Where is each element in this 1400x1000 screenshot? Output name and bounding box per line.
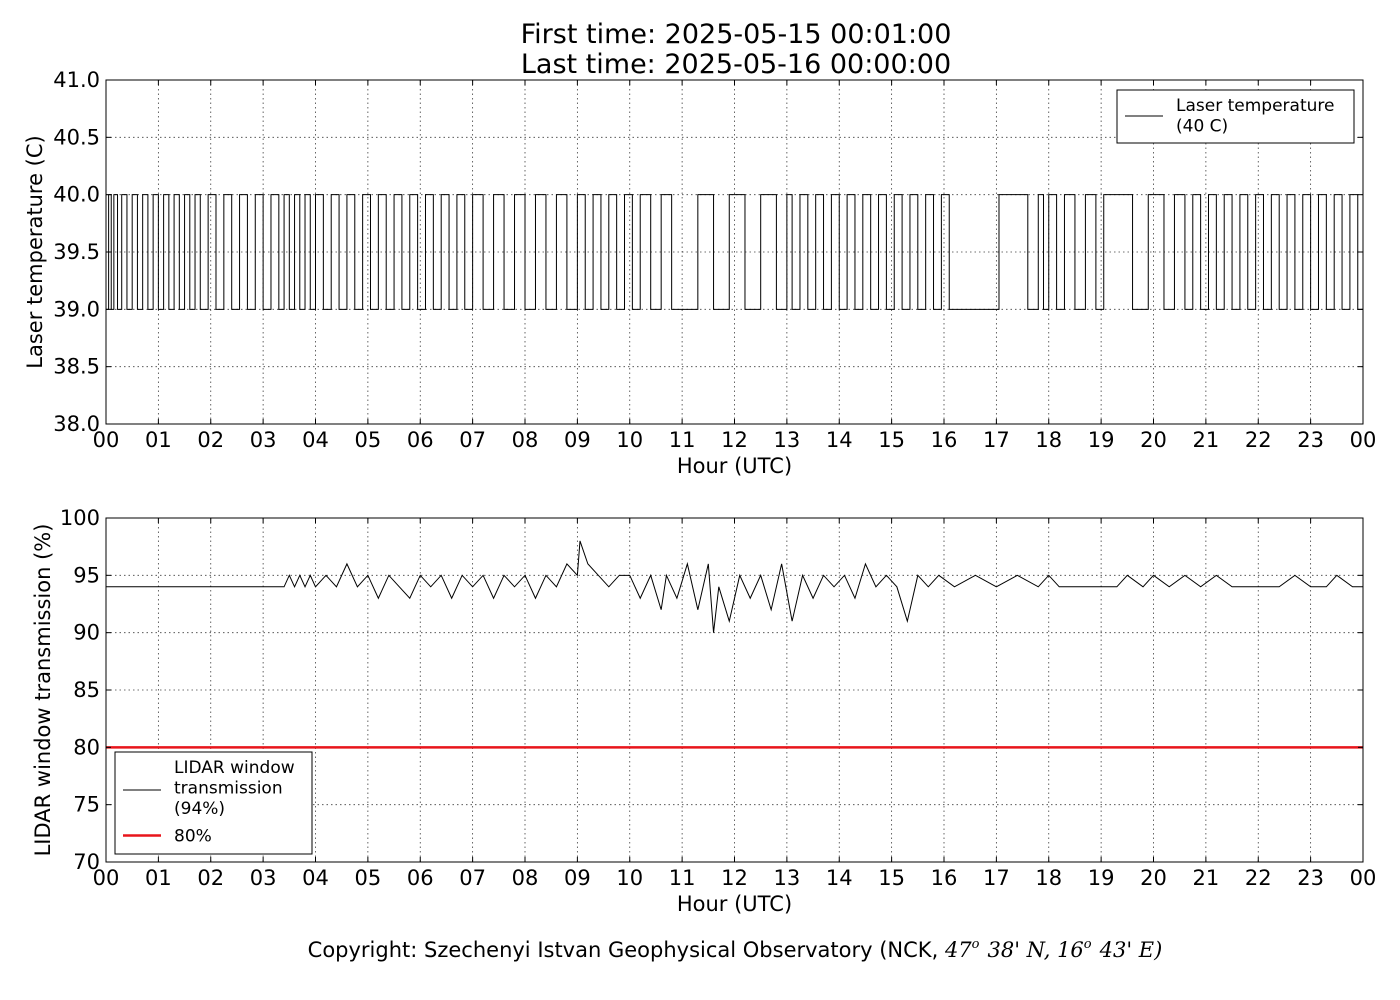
figure-title-line-1: First time: 2025-05-15 00:01:00 xyxy=(521,19,952,50)
x-tick-label: 19 xyxy=(1088,866,1115,890)
x-tick-label: 16 xyxy=(931,866,958,890)
laser-temperature-ticks: 00 01 02 03 04 05 06 07 08 09 10 11 12 13 14 15 16 17 18 19… xyxy=(53,68,1376,452)
laser-temperature-legend: Laser temperature (40 C) xyxy=(1116,89,1355,144)
legend-entry-label: LIDAR window transmission (94%) xyxy=(174,758,295,819)
legend-box xyxy=(114,751,313,855)
x-tick-label: 21 xyxy=(1193,866,1220,890)
x-tick-label: 10 xyxy=(616,428,643,452)
copyright-notice: Copyright: Szechenyi Istvan Geophysical … xyxy=(308,937,1163,962)
x-tick-label: 00 xyxy=(93,428,120,452)
x-tick-label: 09 xyxy=(564,866,591,890)
copyright-prefix: Copyright: Szechenyi Istvan Geophysical … xyxy=(308,938,945,962)
x-tick-label: 11 xyxy=(669,428,696,452)
x-tick-label: 18 xyxy=(1035,428,1062,452)
laser-temperature-x-axis-label: Hour (UTC) xyxy=(677,454,792,478)
x-tick-label: 13 xyxy=(774,428,801,452)
x-tick-label: 02 xyxy=(197,428,224,452)
y-tick-label: 100 xyxy=(60,506,100,530)
lidar-transmission-ticks: 00 01 02 03 04 05 06 07 08 09 10 11 12 13 14 15 16 17 18 19… xyxy=(60,506,1376,890)
x-tick-label: 04 xyxy=(302,866,329,890)
x-tick-label: 15 xyxy=(878,866,905,890)
x-tick-label: 03 xyxy=(250,866,277,890)
x-tick-label: 00 xyxy=(1350,866,1377,890)
y-tick-label: 40.0 xyxy=(53,183,100,207)
latitude-minutes: 38' N, xyxy=(988,938,1058,962)
x-tick-label: 05 xyxy=(355,428,382,452)
x-tick-label: 12 xyxy=(721,428,748,452)
legend-entry-label: Laser temperature (40 C) xyxy=(1176,96,1334,137)
x-tick-label: 04 xyxy=(302,428,329,452)
x-tick-label: 21 xyxy=(1193,428,1220,452)
longitude-degree-symbol: o xyxy=(1084,937,1092,952)
y-tick-label: 95 xyxy=(73,563,100,587)
x-tick-label: 16 xyxy=(931,428,958,452)
lidar-transmission-chart: 00 01 02 03 04 05 06 07 08 09 10 11 12 13 14 15 16 17 18 19… xyxy=(31,506,1376,916)
figure-title-line-2: Last time: 2025-05-16 00:00:00 xyxy=(521,49,951,80)
x-tick-label: 00 xyxy=(1350,428,1377,452)
x-tick-label: 20 xyxy=(1140,428,1167,452)
y-tick-label: 90 xyxy=(73,621,100,645)
y-tick-label: 80 xyxy=(73,735,100,759)
lidar-transmission-grid xyxy=(106,518,1363,862)
x-tick-label: 23 xyxy=(1297,866,1324,890)
longitude-degrees: 16 xyxy=(1057,938,1084,962)
x-tick-label: 06 xyxy=(407,866,434,890)
x-tick-label: 13 xyxy=(774,866,801,890)
y-tick-label: 40.5 xyxy=(53,125,100,149)
latitude-degree-symbol: o xyxy=(972,937,980,952)
y-tick-label: 39.5 xyxy=(53,240,100,264)
lidar-transmission-legend: LIDAR window transmission (94%) 80% xyxy=(114,751,313,855)
x-tick-label: 05 xyxy=(355,866,382,890)
x-tick-label: 01 xyxy=(145,866,172,890)
x-tick-label: 17 xyxy=(983,428,1010,452)
y-tick-label: 38.0 xyxy=(53,412,100,436)
x-tick-label: 00 xyxy=(93,866,120,890)
y-tick-label: 85 xyxy=(73,678,100,702)
x-tick-label: 10 xyxy=(616,866,643,890)
x-tick-label: 09 xyxy=(564,428,591,452)
lidar-transmission-x-axis-label: Hour (UTC) xyxy=(677,892,792,916)
x-tick-label: 07 xyxy=(459,866,486,890)
y-tick-label: 70 xyxy=(73,850,100,874)
x-tick-label: 08 xyxy=(512,866,539,890)
y-tick-label: 38.5 xyxy=(53,355,100,379)
x-tick-label: 08 xyxy=(512,428,539,452)
lidar-transmission-y-axis-label: LIDAR window transmission (%) xyxy=(31,524,55,857)
legend-entry-label: 80% xyxy=(174,827,212,847)
x-tick-label: 02 xyxy=(197,866,224,890)
x-tick-label: 11 xyxy=(669,866,696,890)
y-tick-label: 39.0 xyxy=(53,297,100,321)
y-tick-label: 41.0 xyxy=(53,68,100,92)
x-tick-label: 17 xyxy=(983,866,1010,890)
laser-temperature-line xyxy=(106,194,1363,310)
x-tick-label: 19 xyxy=(1088,428,1115,452)
x-tick-label: 22 xyxy=(1245,428,1272,452)
x-tick-label: 03 xyxy=(250,428,277,452)
x-tick-label: 07 xyxy=(459,428,486,452)
latitude-degrees: 47 xyxy=(944,938,972,962)
x-tick-label: 15 xyxy=(878,428,905,452)
laser-temperature-y-axis-label: Laser temperature (C) xyxy=(23,135,47,368)
x-tick-label: 20 xyxy=(1140,866,1167,890)
x-tick-label: 14 xyxy=(826,428,853,452)
x-tick-label: 23 xyxy=(1297,428,1324,452)
longitude-minutes: 43' E) xyxy=(1099,938,1163,962)
x-tick-label: 06 xyxy=(407,428,434,452)
x-tick-label: 14 xyxy=(826,866,853,890)
x-tick-label: 12 xyxy=(721,866,748,890)
y-tick-label: 75 xyxy=(73,793,100,817)
laser-temperature-chart: 00 01 02 03 04 05 06 07 08 09 10 11 12 13 14 15 16 17 18 19… xyxy=(23,68,1376,478)
x-tick-label: 22 xyxy=(1245,866,1272,890)
x-tick-label: 18 xyxy=(1035,866,1062,890)
lidar-transmission-line xyxy=(106,540,1363,633)
x-tick-label: 01 xyxy=(145,428,172,452)
